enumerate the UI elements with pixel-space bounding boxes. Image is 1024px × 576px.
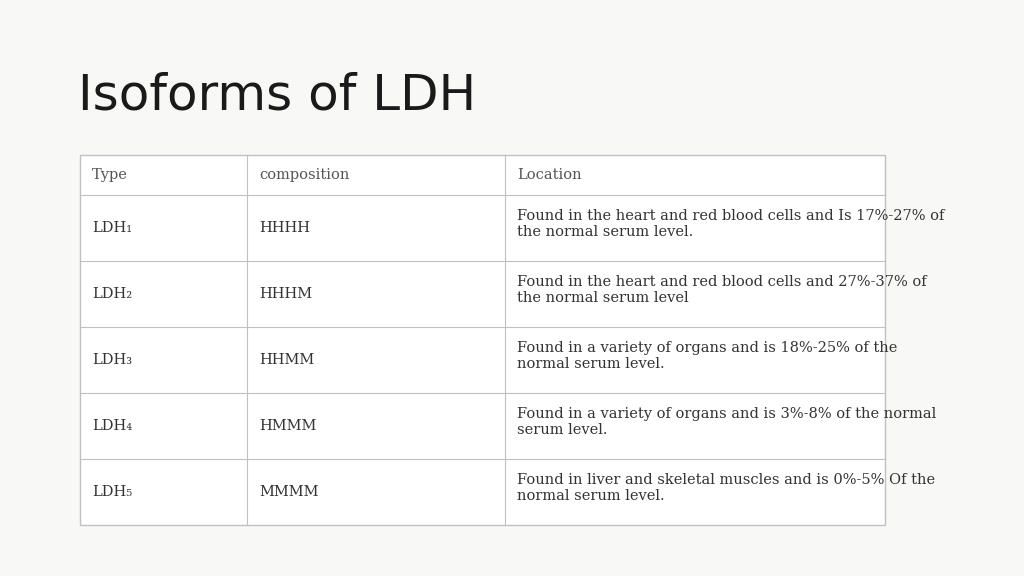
Text: LDH₅: LDH₅ <box>92 485 132 499</box>
Text: HHMM: HHMM <box>259 353 314 367</box>
Text: LDH₁: LDH₁ <box>92 221 132 235</box>
Text: HHHM: HHHM <box>259 287 312 301</box>
Text: Found in a variety of organs and is 3%-8% of the normal: Found in a variety of organs and is 3%-8… <box>517 407 936 421</box>
Text: LDH₂: LDH₂ <box>92 287 132 301</box>
Text: Isoforms of LDH: Isoforms of LDH <box>78 71 476 119</box>
Text: serum level.: serum level. <box>517 423 607 437</box>
Text: normal serum level.: normal serum level. <box>517 489 665 503</box>
Text: Found in the heart and red blood cells and 27%-37% of: Found in the heart and red blood cells a… <box>517 275 927 289</box>
Text: Type: Type <box>92 168 128 182</box>
Text: LDH₄: LDH₄ <box>92 419 132 433</box>
Text: composition: composition <box>259 168 349 182</box>
Text: Found in the heart and red blood cells and Is 17%-27% of: Found in the heart and red blood cells a… <box>517 209 944 223</box>
Text: the normal serum level: the normal serum level <box>517 291 688 305</box>
Text: Found in liver and skeletal muscles and is 0%-5% Of the: Found in liver and skeletal muscles and … <box>517 473 935 487</box>
Text: LDH₃: LDH₃ <box>92 353 132 367</box>
Text: normal serum level.: normal serum level. <box>517 357 665 371</box>
Text: the normal serum level.: the normal serum level. <box>517 225 693 239</box>
Text: Location: Location <box>517 168 582 182</box>
Text: Found in a variety of organs and is 18%-25% of the: Found in a variety of organs and is 18%-… <box>517 341 897 355</box>
Text: MMMM: MMMM <box>259 485 318 499</box>
Bar <box>80 155 885 525</box>
Text: HHHH: HHHH <box>259 221 310 235</box>
Text: HMMM: HMMM <box>259 419 316 433</box>
